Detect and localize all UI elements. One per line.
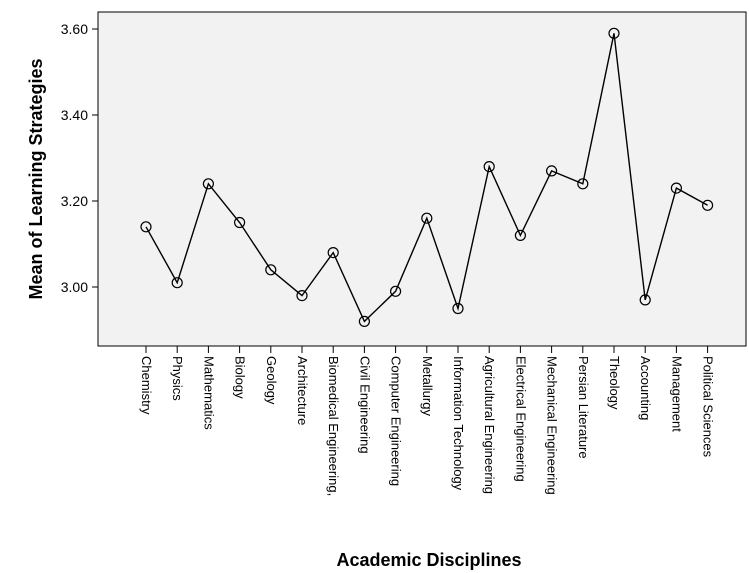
data-point bbox=[670, 182, 683, 194]
x-tick-label: Physics bbox=[170, 356, 185, 401]
x-tick-label: Biology bbox=[233, 356, 248, 399]
x-tick-label: Management bbox=[669, 356, 684, 432]
x-tick-label: Agricultural Engineering bbox=[482, 356, 497, 494]
x-tick-label: Electrical Engineering bbox=[513, 356, 528, 482]
x-tick-label: Information Technology bbox=[451, 356, 466, 491]
y-tick-label: 3.00 bbox=[61, 279, 88, 295]
data-point bbox=[577, 178, 589, 190]
x-tick-label: Metallurgy bbox=[420, 356, 435, 416]
series-markers bbox=[140, 27, 714, 327]
x-tick-label: Civil Engineering bbox=[357, 356, 372, 454]
data-point bbox=[390, 285, 402, 297]
x-tick-label: Chemistry bbox=[139, 356, 154, 415]
series-line bbox=[145, 33, 708, 323]
data-point bbox=[171, 277, 183, 289]
data-point bbox=[608, 27, 620, 39]
x-tick-label: Architecture bbox=[295, 356, 310, 425]
data-point bbox=[358, 315, 370, 327]
y-tick-label: 3.40 bbox=[61, 107, 88, 123]
x-tick-label: Persian Literature bbox=[576, 356, 591, 459]
x-tick-label: Geology bbox=[264, 356, 279, 405]
y-tick-label: 3.20 bbox=[61, 193, 88, 209]
x-tick-label: Theology bbox=[607, 356, 622, 410]
x-axis-title: Academic Disciplines bbox=[336, 550, 521, 570]
data-point bbox=[265, 264, 277, 276]
data-point bbox=[452, 302, 464, 315]
x-axis: Chemistry Physics Mathematics Biology Geolog… bbox=[139, 346, 716, 496]
x-tick-label: Computer Engineering bbox=[389, 356, 404, 486]
data-point bbox=[639, 294, 651, 306]
data-point bbox=[514, 229, 527, 241]
x-tick-label: Mathematics bbox=[201, 356, 216, 430]
data-point bbox=[545, 165, 558, 177]
data-point bbox=[234, 216, 246, 229]
data-point bbox=[421, 212, 433, 224]
data-point bbox=[140, 221, 152, 233]
y-axis-title: Mean of Learning Strategies bbox=[26, 58, 46, 299]
data-point bbox=[296, 290, 308, 302]
data-point bbox=[483, 161, 495, 173]
y-tick-label: 3.60 bbox=[61, 21, 88, 37]
x-tick-label: Mechanical Engineering bbox=[545, 356, 560, 495]
data-point bbox=[327, 247, 339, 259]
x-tick-label: Biomedical Engineering, bbox=[326, 356, 341, 496]
x-tick-label: Political Sciences bbox=[701, 356, 716, 458]
data-point bbox=[202, 178, 214, 190]
y-axis: 3.60 3.40 3.20 3.00 bbox=[61, 21, 98, 295]
x-tick-label: Accounting bbox=[638, 356, 653, 420]
data-point bbox=[701, 199, 714, 211]
